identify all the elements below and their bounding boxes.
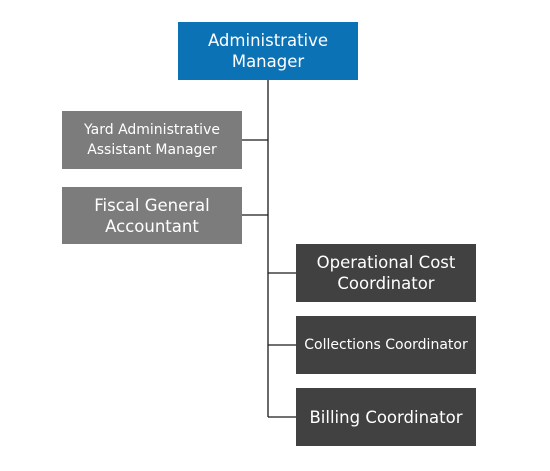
node-billing-coordinator[interactable]: Billing Coordinator: [296, 388, 476, 446]
node-label: Administrative Manager: [207, 31, 329, 71]
node-collections-coordinator[interactable]: Collections Coordinator: [296, 316, 476, 374]
node-operational-cost-coordinator[interactable]: Operational Cost Coordinator: [296, 244, 476, 302]
node-fiscal-general-accountant[interactable]: Fiscal General Accountant: [62, 187, 242, 244]
node-label: Fiscal General Accountant: [94, 195, 210, 236]
node-label: Collections Coordinator: [304, 337, 468, 353]
node-yard-administrative-assistant-manager[interactable]: Yard Administrative Assistant Manager: [62, 111, 242, 169]
node-label: Operational Cost Coordinator: [316, 253, 456, 293]
node-label: Yard Administrative Assistant Manager: [84, 122, 220, 158]
node-administrative-manager[interactable]: Administrative Manager: [178, 22, 358, 80]
node-label: Billing Coordinator: [309, 407, 463, 427]
